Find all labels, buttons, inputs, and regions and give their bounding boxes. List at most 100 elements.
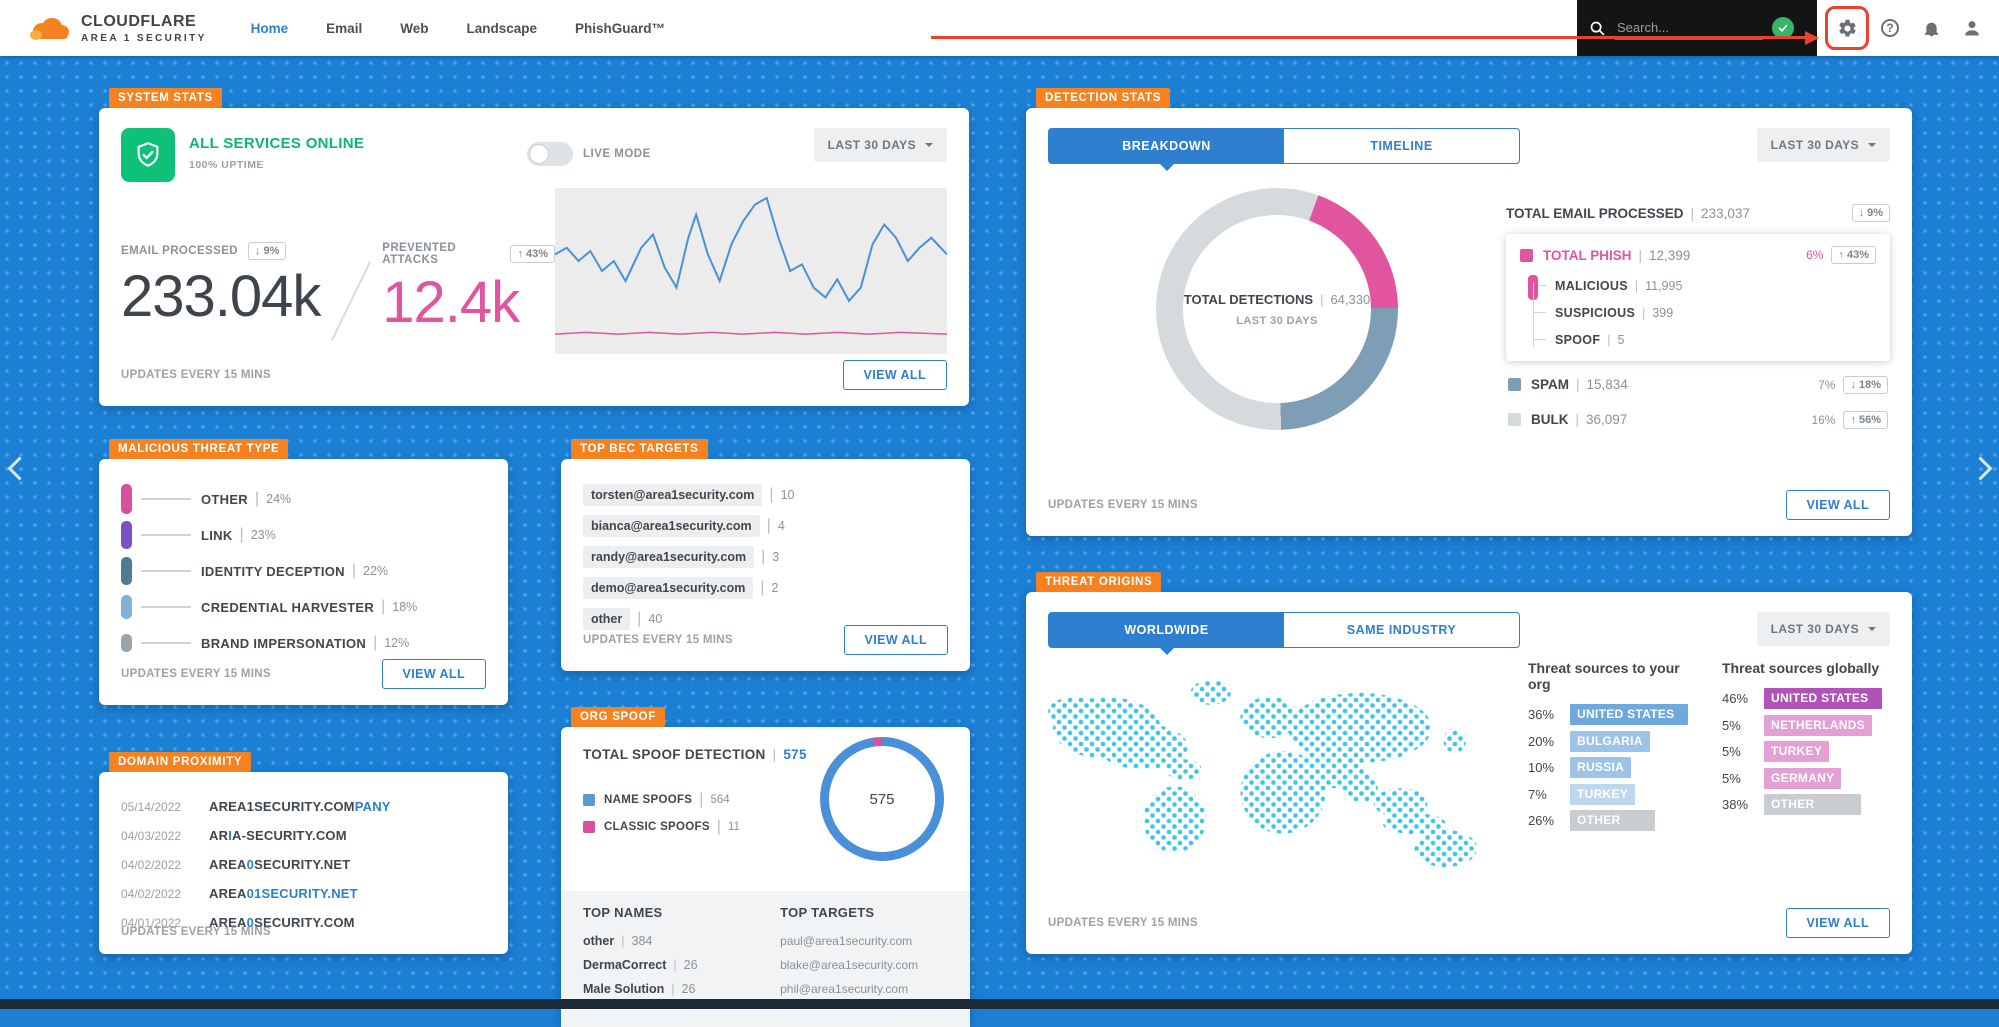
tab-worldwide[interactable]: WORLDWIDE xyxy=(1049,613,1284,647)
nav-item-home[interactable]: Home xyxy=(250,20,289,36)
detection-rows: SPAM | 15,834 7% ↓ 18% BULK | 36,097 16% ↑ 56% xyxy=(1506,367,1890,437)
settings-gear-icon[interactable] xyxy=(1825,6,1869,50)
spoof-total: 575 xyxy=(783,747,807,762)
threat-country-row: 10% RUSSIA xyxy=(1528,757,1696,778)
domain-date: 04/02/2022 xyxy=(121,857,182,872)
nav-item-phishguard[interactable]: PhishGuard™ xyxy=(575,20,666,36)
user-avatar-icon[interactable] xyxy=(1959,15,1985,41)
category-color-square xyxy=(1508,413,1521,426)
domain-date: 04/02/2022 xyxy=(121,886,182,901)
detection-category-row: BULK | 36,097 16% ↑ 56% xyxy=(1506,402,1890,437)
chevron-down-icon xyxy=(1868,143,1876,151)
bec-target-count: 10 xyxy=(780,487,795,502)
spoof-top-target: blake@area1security.com xyxy=(780,958,919,972)
threat-country-pct: 38% xyxy=(1722,797,1749,812)
notifications-bell-icon[interactable] xyxy=(1918,15,1944,41)
date-range-label: LAST 30 DAYS xyxy=(827,138,916,152)
threat-type-label: BRAND IMPERSONATION xyxy=(201,635,367,651)
live-mode-label: LIVE MODE xyxy=(583,148,651,160)
date-range-dropdown[interactable]: LAST 30 DAYS xyxy=(813,128,947,162)
services-status: ALL SERVICES ONLINE 100% UPTIME xyxy=(121,128,364,182)
domain-proximity-row: 04/01/2022 AREA0SECURITY.COM xyxy=(121,908,486,937)
view-all-button[interactable]: VIEW ALL xyxy=(843,625,948,655)
spoof-title: TOTAL SPOOF DETECTION | 575 xyxy=(583,747,807,762)
carousel-prev-button[interactable] xyxy=(2,448,36,488)
bec-target-row: other | 40 xyxy=(583,603,948,634)
top-names-header: TOP NAMES xyxy=(583,905,663,920)
email-processed-label: EMAIL PROCESSED xyxy=(121,245,238,257)
view-all-button[interactable]: VIEW ALL xyxy=(1785,908,1890,938)
carousel-next-button[interactable] xyxy=(1963,448,1997,488)
detection-tabs: BREAKDOWN TIMELINE xyxy=(1048,128,1520,164)
view-all-button[interactable]: VIEW ALL xyxy=(381,659,486,689)
threat-country-row: 46% UNITED STATES xyxy=(1722,688,1890,709)
threat-sources-column: Threat sources to your org 36% UNITED STAT… xyxy=(1528,660,1696,886)
card-tag: ORG SPOOF xyxy=(571,707,665,727)
legend-color-square xyxy=(583,820,595,833)
threat-country-row: 5% NETHERLANDS xyxy=(1722,714,1890,736)
top-bec-targets-card: TOP BEC TARGETS torsten@area1security.co… xyxy=(561,439,970,671)
total-phish-box: TOTAL PHISH | 12,399 6% ↑ 43% MALICIOUS | 1… xyxy=(1506,234,1890,361)
prevented-attacks-delta-badge: ↑ 43% xyxy=(510,245,555,263)
nav-item-landscape[interactable]: Landscape xyxy=(466,20,537,36)
tab-same-industry[interactable]: SAME INDUSTRY xyxy=(1346,623,1457,637)
detection-donut-center: TOTAL DETECTIONS | 64,330 LAST 30 DAYS xyxy=(1183,215,1371,403)
view-all-button[interactable]: VIEW ALL xyxy=(842,360,947,390)
bec-target-row: bianca@area1security.com | 4 xyxy=(583,510,948,541)
search-input[interactable] xyxy=(1615,16,1763,40)
date-range-dropdown[interactable]: LAST 30 DAYS xyxy=(1756,612,1890,646)
spoof-legend-item: CLASSIC SPOOFS | 11 xyxy=(583,813,948,840)
connector-line xyxy=(141,534,191,536)
live-mode-toggle[interactable] xyxy=(527,142,574,166)
spam-delta-badge: ↓ 18% xyxy=(1843,375,1888,394)
threat-type-row: BRAND IMPERSONATION | 12% xyxy=(121,625,486,661)
legend-color-square xyxy=(583,793,595,806)
card-tag: DETECTION STATS xyxy=(1036,88,1171,108)
bec-target-row: torsten@area1security.com | 10 xyxy=(583,479,948,510)
threat-type-pct: 23% xyxy=(250,528,276,542)
email-processed-delta-badge: ↓ 9% xyxy=(247,242,287,260)
threat-country-bar: NETHERLANDS xyxy=(1764,714,1872,736)
nav-item-email[interactable]: Email xyxy=(326,20,363,36)
threat-country-row: 38% OTHER xyxy=(1722,794,1890,815)
threat-country-pct: 10% xyxy=(1528,760,1555,775)
tab-breakdown[interactable]: BREAKDOWN xyxy=(1049,129,1284,163)
domain-name: AREA01SECURITY.NET xyxy=(209,886,358,901)
threat-country-pct: 20% xyxy=(1528,733,1555,749)
search-box[interactable] xyxy=(1577,0,1817,56)
help-icon[interactable]: ? xyxy=(1877,15,1903,41)
card-tag: THREAT ORIGINS xyxy=(1036,572,1162,592)
threat-origins-card: THREAT ORIGINS WORLDWIDE SAME INDUSTRY LA… xyxy=(1026,572,1912,954)
domain-proximity-row: 04/03/2022 ARIA-SECURITY.COM xyxy=(121,821,486,850)
system-stats-body: EMAIL PROCESSED ↓ 9% 233.04k PREVENTED AT… xyxy=(121,188,947,354)
threat-type-label: LINK xyxy=(201,527,233,543)
system-stats-numbers: EMAIL PROCESSED ↓ 9% 233.04k PREVENTED AT… xyxy=(121,188,555,354)
bec-target-email: randy@area1security.com xyxy=(583,545,755,568)
threat-country-bar: OTHER xyxy=(1764,794,1861,815)
services-status-text: ALL SERVICES ONLINE xyxy=(189,135,365,152)
domain-name: AREA1SECURITY.COMPANY xyxy=(209,799,391,814)
phish-sub-row: SUSPICIOUS | 399 xyxy=(1550,299,1876,326)
bec-target-email: demo@area1security.com xyxy=(583,576,754,599)
shield-check-icon xyxy=(121,128,175,182)
connector-line xyxy=(141,606,191,608)
threat-column-header: Threat sources to your org xyxy=(1528,660,1680,692)
shield-check-badge xyxy=(1772,17,1794,39)
org-spoof-card: ORG SPOOF TOTAL SPOOF DETECTION | 575 NA… xyxy=(561,707,970,1027)
tab-timeline[interactable]: TIMELINE xyxy=(1370,139,1433,153)
threat-country-pct: 5% xyxy=(1722,770,1741,786)
connector-line xyxy=(141,642,191,644)
threat-type-color-bar xyxy=(121,633,132,653)
updates-text: UPDATES EVERY 15 MINS xyxy=(121,668,271,680)
spoof-top-name: other | 384 xyxy=(583,934,653,948)
threat-country-pct: 46% xyxy=(1722,691,1749,706)
bec-target-count: 2 xyxy=(771,580,779,595)
view-all-button[interactable]: VIEW ALL xyxy=(1785,490,1890,520)
nav-item-web[interactable]: Web xyxy=(400,20,429,36)
domain-proximity-row: 05/14/2022 AREA1SECURITY.COMPANY xyxy=(121,792,486,821)
brand[interactable]: CLOUDFLARE AREA 1 SECURITY xyxy=(26,13,207,44)
domain-name: AREA0SECURITY.NET xyxy=(209,857,351,872)
threat-country-row: 5% GERMANY xyxy=(1722,767,1890,789)
threat-country-pct: 36% xyxy=(1528,707,1555,722)
date-range-dropdown[interactable]: LAST 30 DAYS xyxy=(1756,128,1890,162)
